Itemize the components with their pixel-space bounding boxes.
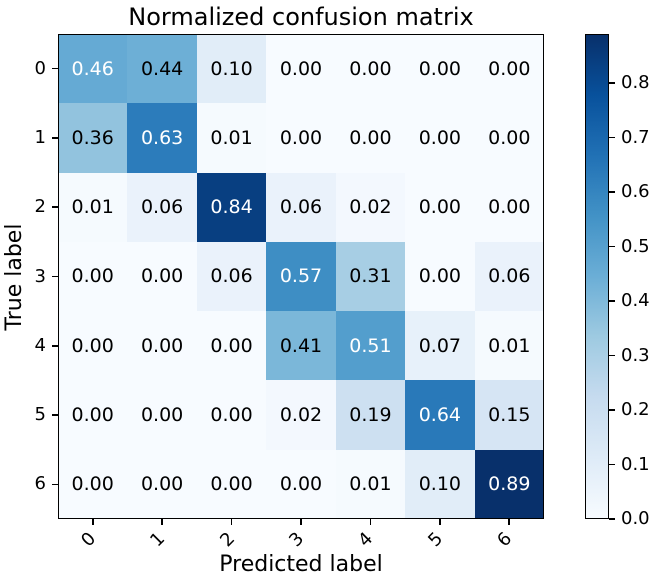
- colorbar-tick-label: 0.3: [621, 344, 650, 366]
- x-tick-mark: [91, 519, 94, 525]
- colorbar-tick-mark: [609, 136, 615, 139]
- matrix-cell: 0.51: [335, 311, 406, 381]
- matrix-cell: 0.64: [405, 380, 475, 450]
- matrix-cell: 0.02: [266, 380, 336, 450]
- matrix-cell: 0.00: [405, 34, 475, 104]
- matrix-cell: 0.00: [58, 380, 128, 450]
- matrix-cell: 0.06: [474, 241, 544, 312]
- matrix-cell: 0.00: [196, 311, 267, 381]
- colorbar-tick-label: 0.7: [621, 126, 650, 148]
- matrix-cell: 0.01: [58, 172, 128, 242]
- colorbar-tick-mark: [609, 82, 615, 84]
- x-tick-mark: [230, 519, 233, 525]
- matrix-cell: 0.10: [196, 34, 267, 104]
- matrix-cell: 0.00: [335, 103, 406, 173]
- matrix-cell: 0.00: [474, 103, 544, 173]
- y-tick-label: 6: [34, 473, 46, 495]
- matrix-cell: 0.06: [127, 172, 197, 242]
- matrix-cell: 0.44: [127, 34, 197, 104]
- matrix-cell: 0.00: [58, 449, 128, 519]
- colorbar-tick-label: 0.0: [621, 508, 650, 529]
- matrix-cell: 0.36: [58, 103, 128, 173]
- matrix-cell: 0.19: [335, 380, 406, 450]
- matrix-cell: 0.46: [58, 34, 128, 104]
- matrix-cell: 0.01: [335, 449, 406, 519]
- y-tick-mark: [52, 414, 58, 416]
- y-tick-label: 2: [34, 196, 46, 218]
- y-tick-label: 3: [34, 265, 46, 287]
- y-tick-mark: [52, 137, 58, 139]
- matrix-cell: 0.00: [266, 34, 336, 104]
- y-tick-label: 5: [34, 404, 46, 426]
- colorbar-tick-label: 0.4: [621, 290, 650, 312]
- colorbar-tick-mark: [609, 245, 615, 248]
- colorbar-tick-label: 0.6: [621, 181, 650, 203]
- chart-title: Normalized confusion matrix: [128, 3, 474, 31]
- confusion-matrix-grid: 0.46 0.44 0.10 0.00 0.00 0.00 0.00 0.36 0.63 0.01…: [58, 34, 544, 519]
- matrix-cell: 0.06: [266, 172, 336, 242]
- matrix-cell: 0.00: [335, 34, 406, 104]
- matrix-cell: 0.00: [127, 380, 197, 450]
- matrix-cell: 0.15: [474, 380, 544, 450]
- colorbar-gradient: [586, 35, 608, 518]
- colorbar-tick-label: 0.1: [621, 453, 650, 475]
- matrix-cell: 0.00: [58, 241, 128, 312]
- matrix-cell: 0.00: [474, 172, 544, 242]
- matrix-cell: 0.10: [405, 449, 475, 519]
- y-tick-mark: [52, 483, 58, 486]
- y-tick-mark: [52, 67, 58, 70]
- matrix-cell: 0.57: [266, 241, 336, 312]
- y-tick-label: 1: [34, 126, 46, 148]
- y-tick-label: 4: [34, 334, 46, 356]
- matrix-cell: 0.01: [196, 103, 267, 173]
- colorbar-tick-label: 0.2: [621, 399, 650, 420]
- matrix-cell: 0.07: [405, 311, 475, 381]
- colorbar-tick-label: 0.8: [621, 72, 650, 94]
- matrix-cell: 0.00: [127, 311, 197, 381]
- x-tick-mark: [161, 519, 163, 525]
- matrix-cell: 0.89: [474, 449, 544, 519]
- heatmap-plot-area: 0.46 0.44 0.10 0.00 0.00 0.00 0.00 0.36 0.63 0.01…: [58, 34, 544, 519]
- y-tick-mark: [52, 275, 58, 278]
- matrix-cell: 0.00: [405, 172, 475, 242]
- colorbar-tick-mark: [609, 518, 615, 520]
- y-tick-label: 0: [34, 57, 46, 79]
- y-tick-mark: [52, 206, 58, 208]
- matrix-cell: 0.00: [405, 241, 475, 312]
- colorbar-tick-mark: [609, 354, 615, 357]
- colorbar-tick-mark: [609, 409, 615, 411]
- matrix-cell: 0.00: [58, 311, 128, 381]
- x-axis-label: Predicted label: [219, 552, 383, 577]
- matrix-cell: 0.00: [266, 103, 336, 173]
- matrix-cell: 0.00: [127, 449, 197, 519]
- matrix-cell: 0.00: [196, 449, 267, 519]
- matrix-cell: 0.00: [474, 34, 544, 104]
- colorbar-tick-label: 0.5: [621, 235, 650, 257]
- colorbar: [585, 34, 609, 519]
- matrix-cell: 0.00: [405, 103, 475, 173]
- x-tick-mark: [439, 519, 441, 525]
- matrix-cell: 0.02: [335, 172, 406, 242]
- matrix-cell: 0.31: [335, 241, 406, 312]
- x-tick-mark: [300, 519, 302, 525]
- colorbar-tick-mark: [609, 191, 615, 193]
- matrix-cell: 0.06: [196, 241, 267, 312]
- matrix-cell: 0.41: [266, 311, 336, 381]
- matrix-cell: 0.01: [474, 311, 544, 381]
- matrix-cell: 0.00: [196, 380, 267, 450]
- matrix-cell: 0.63: [127, 103, 197, 173]
- matrix-cell: 0.84: [196, 172, 267, 242]
- matrix-cell: 0.00: [127, 241, 197, 312]
- colorbar-tick-mark: [609, 300, 615, 302]
- x-tick-mark: [508, 519, 511, 525]
- y-tick-mark: [52, 344, 58, 347]
- x-tick-mark: [369, 519, 372, 525]
- matrix-cell: 0.00: [266, 449, 336, 519]
- colorbar-tick-mark: [609, 463, 615, 466]
